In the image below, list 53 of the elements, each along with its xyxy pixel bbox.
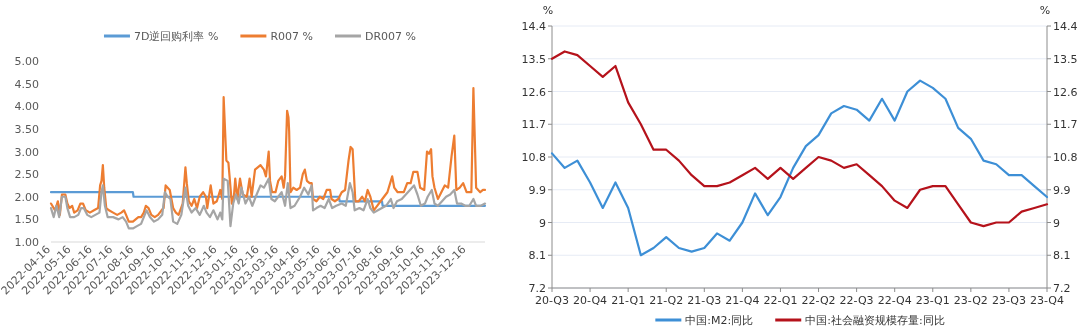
y2-tick-label: 12.6 [1053,85,1078,99]
legend-label: 7D逆回购利率 % [133,30,219,43]
line-series [49,177,487,230]
x-tick-label: 23-Q4 [1029,294,1065,307]
y2-tick-label: 13.5 [1053,52,1078,66]
y-tick-label: 4.50 [14,77,39,91]
legend-label: 中国:社会融资规模存量:同比 [805,314,945,327]
y2-tick-label: 7.2 [1053,282,1071,295]
y-tick-label: 4.00 [14,100,39,114]
x-tick-label: 21-Q3 [687,294,722,307]
y-axis-title: % [542,4,554,17]
x-tick-label: 23-Q2 [953,294,988,307]
y-tick-label: 11.7 [521,118,546,132]
y2-tick-label: 14.4 [1053,20,1078,33]
y-tick-label: 3.50 [14,122,39,136]
x-tick-label: 22-Q3 [839,294,874,307]
line-series [550,79,1049,257]
line-series [49,87,487,223]
x-tick-label: 20-Q4 [573,294,608,307]
legend-label: 中国:M2:同比 [685,314,754,327]
y-tick-label: 2.50 [14,168,39,182]
x-tick-label: 21-Q2 [649,294,684,307]
y-tick-label: 14.4 [521,20,546,33]
y-tick-label: 8.1 [528,249,546,263]
x-tick-label: 23-Q1 [915,294,950,307]
y-tick-label: 9 [539,216,546,230]
x-tick-label: 22-Q4 [877,294,912,307]
y2-tick-label: 11.7 [1053,118,1078,132]
y-tick-label: 1.00 [14,236,39,249]
x-tick-label: 21-Q4 [725,294,760,307]
y-tick-label: 1.50 [14,213,39,227]
y-tick-label: 7.2 [528,282,546,295]
y-tick-label: 12.6 [521,85,546,99]
legend-label: DR007 % [364,30,417,43]
x-tick-label: 23-Q3 [991,294,1026,307]
y2-axis-title: % [1039,4,1051,17]
y-tick-label: 10.8 [521,151,546,164]
y-tick-label: 9.9 [528,183,546,197]
y-tick-label: 5.00 [14,55,39,68]
y-tick-label: 13.5 [521,52,546,66]
y2-tick-label: 8.1 [1053,249,1071,263]
line-series [550,50,1049,228]
y2-tick-label: 10.8 [1053,151,1078,164]
y2-tick-label: 9 [1053,216,1060,230]
y-tick-label: 3.00 [14,145,39,159]
x-tick-label: 22-Q1 [763,294,798,307]
x-tick-label: 21-Q1 [611,294,646,307]
legend-label: R007 % [270,30,313,43]
y2-tick-label: 9.9 [1053,183,1071,197]
y-tick-label: 2.00 [14,190,39,204]
x-tick-label: 20-Q3 [534,294,570,307]
line-series [49,191,487,207]
x-tick-label: 22-Q2 [801,294,836,307]
